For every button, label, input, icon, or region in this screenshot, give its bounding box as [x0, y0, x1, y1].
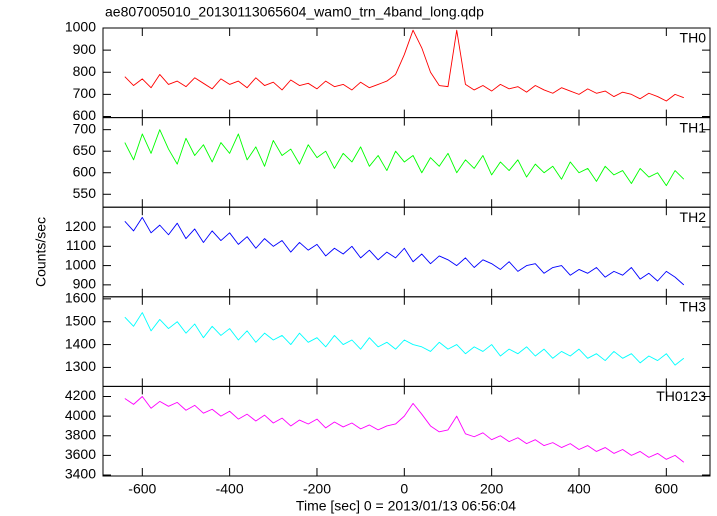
y-tick-label: 900	[73, 276, 97, 292]
y-tick-label: 1000	[65, 19, 96, 35]
y-tick-label: 3800	[65, 426, 96, 442]
y-tick-label: 4000	[65, 407, 96, 423]
y-tick-label: 800	[73, 63, 97, 79]
x-tick-label: 400	[567, 481, 591, 497]
y-tick-label: 600	[73, 107, 97, 123]
y-tick-label: 1100	[66, 237, 96, 253]
data-line	[124, 312, 685, 366]
y-tick-label: 700	[73, 85, 97, 101]
data-line	[124, 216, 685, 286]
y-tick-label: 650	[73, 142, 97, 158]
panel-label: TH0123	[656, 388, 706, 404]
panel-label: TH2	[680, 209, 707, 225]
y-tick-label: 1400	[65, 335, 96, 351]
x-tick-label: -600	[128, 481, 156, 497]
x-axis-label: Time [sec] 0 = 2013/01/13 06:56:04	[296, 498, 516, 514]
panel-label: TH3	[680, 299, 707, 315]
x-tick-label: 200	[480, 481, 504, 497]
y-tick-label: 1300	[65, 358, 96, 374]
y-tick-label: 900	[73, 41, 97, 57]
y-tick-label: 600	[73, 163, 97, 179]
panel-frame	[102, 27, 711, 119]
x-tick-label: -400	[216, 481, 244, 497]
y-tick-label: 1200	[65, 218, 96, 234]
data-line	[124, 129, 685, 187]
data-line	[124, 396, 685, 463]
data-line	[124, 29, 684, 102]
y-tick-label: 1600	[65, 290, 96, 306]
chart-title: ae807005010_20130113065604_wam0_trn_4ban…	[105, 4, 484, 20]
panel-frame	[102, 117, 711, 208]
y-tick-label: 3600	[65, 446, 96, 462]
y-tick-label: 4200	[65, 387, 96, 403]
y-tick-label: 1500	[65, 312, 96, 328]
x-tick-label: -200	[303, 481, 331, 497]
panel-label: TH1	[680, 119, 707, 135]
panel-label: TH0	[680, 30, 707, 46]
y-tick-label: 550	[73, 185, 97, 201]
y-tick-label: 3400	[65, 466, 96, 482]
x-tick-label: 0	[400, 481, 408, 497]
x-tick-label: 600	[655, 481, 679, 497]
panel-frame	[102, 385, 711, 477]
y-tick-label: 700	[73, 120, 97, 136]
y-axis-label: Counts/sec	[33, 217, 49, 287]
y-tick-label: 1000	[65, 256, 96, 272]
